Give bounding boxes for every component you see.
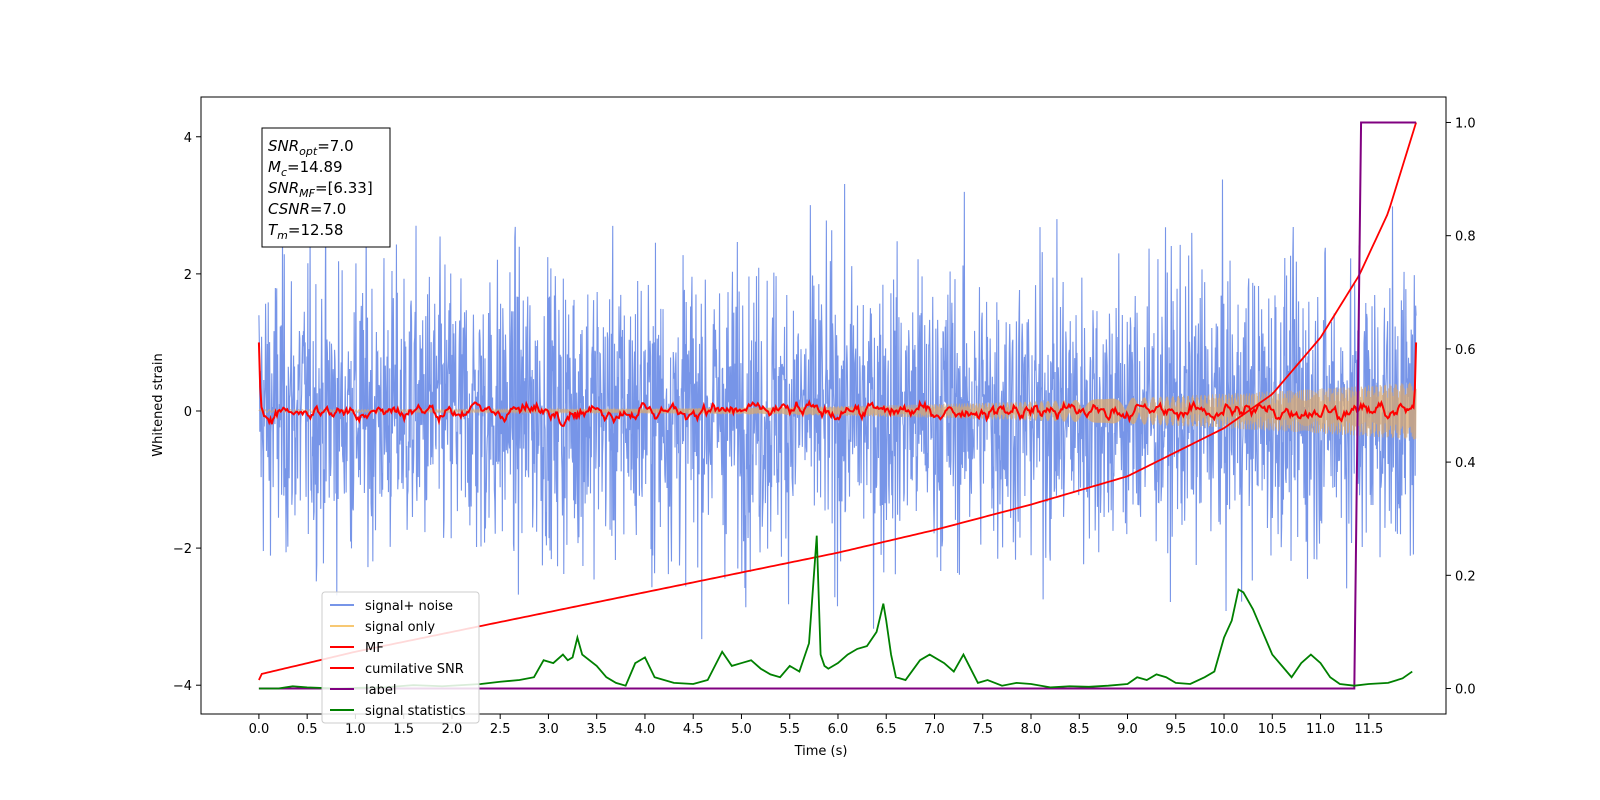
y-tick-label: 4 [184,131,192,146]
annotation-line: Tm=12.58 [268,221,343,242]
series-signal-statistics-line [258,535,1413,690]
x-tick-label: 0.0 [249,722,270,737]
x-tick-label: 8.5 [1069,722,1090,737]
y2-axis-ticks: 0.0 0.2 0.4 0.6 0.8 1.0 [1446,116,1476,698]
x-tick-label: 9.0 [1117,722,1138,737]
x-tick-label: 7.0 [924,722,945,737]
series-label-line [258,121,1417,690]
y-tick-label: 2 [184,268,192,283]
y2-tick-label: 0.2 [1455,569,1476,584]
y2-tick-label: 0.6 [1455,343,1476,358]
x-axis-ticks: 0.0 0.5 1.0 1.5 2.0 2.5 3.0 3.5 4.0 4.5 5.0 5.5 6.0 6… [249,714,1383,737]
x-tick-label: 5.0 [731,722,752,737]
legend-entry: signal only [365,620,435,635]
x-tick-label: 3.5 [586,722,607,737]
annotation-line: Mc=14.89 [268,158,343,179]
x-tick-label: 6.0 [828,722,849,737]
y2-tick-label: 1.0 [1455,116,1476,131]
legend-entry: signal statistics [365,704,466,719]
x-tick-label: 10.0 [1210,722,1239,737]
y2-tick-label: 0.8 [1455,230,1476,245]
plot-frame [200,96,1447,715]
x-tick-label: 5.5 [779,722,800,737]
x-tick-label: 1.5 [393,722,414,737]
x-axis-label: Time (s) [794,744,848,759]
x-tick-label: 9.5 [1165,722,1186,737]
legend-entry: MF [365,641,384,656]
x-tick-label: 11.0 [1306,722,1335,737]
legend-entry: label [365,683,396,698]
x-tick-label: 10.5 [1258,722,1287,737]
annotation-line: SNRMF=[6.33] [268,179,373,200]
x-tick-label: 4.5 [683,722,704,737]
legend-entry: cumilative SNR [365,662,464,677]
legend-entry: signal+ noise [365,599,453,614]
legend: signal+ noise signal only MF cumilative SNR… [321,591,480,724]
y-tick-label: −2 [173,542,192,557]
x-tick-label: 3.0 [538,722,559,737]
x-tick-label: 11.5 [1354,722,1383,737]
y-tick-label: 0 [184,405,192,420]
x-tick-label: 2.5 [490,722,511,737]
y-axis-label: Whitened strain [151,353,166,456]
x-tick-label: 8.0 [1021,722,1042,737]
annotation-line: SNRopt=7.0 [268,137,354,158]
x-tick-label: 0.5 [297,722,318,737]
annotation-line: CSNR=7.0 [268,200,346,218]
x-tick-label: 7.5 [972,722,993,737]
x-tick-label: 4.0 [635,722,656,737]
series-mf-line [257,342,1418,427]
x-tick-label: 1.0 [345,722,366,737]
y2-tick-label: 0.0 [1455,683,1476,698]
y-axis-ticks: −4 −2 0 2 4 [173,131,201,694]
x-tick-label: 2.0 [442,722,463,737]
x-tick-label: 6.5 [876,722,897,737]
y-tick-label: −4 [173,679,192,694]
y2-tick-label: 0.4 [1455,456,1476,471]
